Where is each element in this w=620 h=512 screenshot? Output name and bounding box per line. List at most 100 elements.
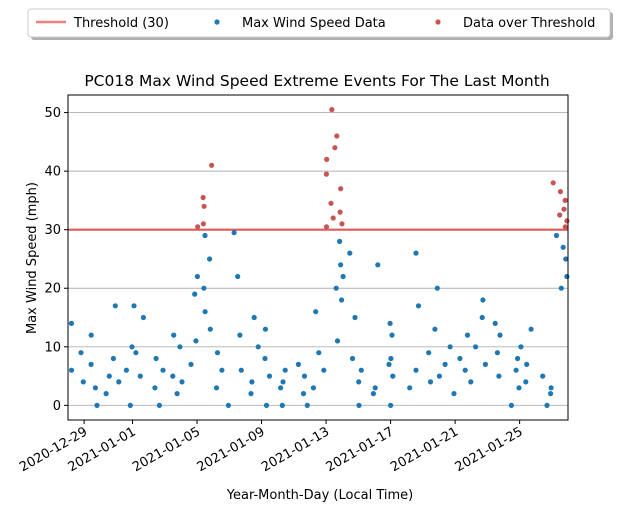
data-point-98 [451,391,457,397]
over-threshold-point-3 [200,221,206,227]
y-tick-label-0: 0 [53,399,61,414]
data-point-52 [263,402,270,408]
over-threshold-point-22 [562,224,568,230]
data-point-79 [375,262,381,268]
data-point-99 [468,379,474,385]
y-tick-label-4: 40 [44,165,61,180]
data-point-115 [528,326,534,332]
data-point-18 [137,373,143,379]
data-point-57 [280,379,286,385]
data-point-63 [316,350,322,356]
y-ticks: 0 10 20 30 40 50 [44,106,68,414]
data-point-112 [516,385,522,391]
data-point-66 [333,285,339,291]
over-threshold-point-19 [561,206,567,212]
data-point-40 [214,350,221,356]
data-point-5 [88,361,94,367]
data-point-39 [213,385,220,391]
data-point-28 [188,361,194,367]
data-point-6 [88,332,94,338]
over-threshold-point-17 [557,189,564,195]
data-point-2 [80,379,86,385]
data-point-0 [68,367,75,373]
data-point-46 [249,379,255,385]
data-point-59 [300,391,307,397]
over-threshold-point-14 [339,221,345,227]
data-point-110 [496,373,502,379]
data-point-74 [349,355,356,362]
over-threshold-point-9 [323,171,329,177]
data-point-7 [94,402,100,408]
x-tick-label-3: 2021-01-09 [195,424,268,475]
over-threshold-point-21 [564,218,570,224]
over-threshold-point-2 [201,203,207,209]
data-point-45 [238,367,244,373]
data-point-78 [370,391,376,397]
data-point-73 [347,250,353,256]
data-point-122 [548,391,554,397]
data-point-15 [129,344,135,350]
data-point-69 [339,297,345,303]
data-point-27 [171,332,177,338]
data-point-48 [248,391,254,397]
data-point-1 [68,320,74,326]
data-point-58 [301,373,308,379]
over-threshold-point-0 [209,162,215,168]
data-point-38 [219,367,225,373]
data-point-9 [112,303,118,309]
over-threshold-point-6 [334,133,340,139]
y-tick-label-5: 50 [44,106,61,121]
data-point-47 [255,344,261,350]
legend-data-label: Max Wind Speed Data [242,16,386,31]
legend-box [27,8,611,38]
data-point-10 [103,391,109,397]
data-point-93 [434,285,440,291]
data-point-19 [131,303,137,309]
data-point-44 [237,332,243,338]
data-point-68 [338,262,344,268]
x-axis-title: Year-Month-Day (Local Time) [226,488,413,503]
data-point-17 [133,350,139,356]
y-tick-label-3: 30 [44,223,61,238]
data-point-43 [231,230,237,236]
data-point-24 [170,373,176,379]
data-point-13 [123,367,129,373]
grid-layer [68,112,568,406]
over-threshold-point-4 [195,224,201,230]
data-point-117 [523,379,529,385]
x-ticks: 2020-12-292021-01-012021-01-052021-01-09… [17,420,526,475]
over-threshold-point-11 [328,200,334,206]
data-point-60 [295,361,301,367]
data-point-14 [127,402,133,408]
data-point-33 [207,256,213,262]
x-tick-label-2: 2021-01-05 [130,424,203,475]
data-point-123 [564,273,570,280]
data-point-62 [321,367,327,373]
data-point-56 [279,402,285,408]
data-point-126 [563,256,569,262]
data-point-125 [553,232,560,239]
data-point-75 [356,379,362,385]
data-point-82 [372,385,378,391]
data-point-34 [202,232,208,239]
legend-data-swatch [214,19,220,25]
data-point-127 [558,285,564,291]
data-point-101 [464,332,471,338]
data-point-20 [152,385,158,391]
data-point-50 [266,373,273,379]
plot-frame [67,94,569,421]
data-point-103 [473,344,479,350]
data-point-88 [413,367,419,373]
data-point-36 [207,326,213,332]
data-point-67 [337,238,343,244]
x-tick-label-5: 2021-01-17 [324,424,397,475]
data-point-114 [508,402,514,408]
data-point-109 [494,350,500,356]
over-threshold-point-7 [332,145,338,151]
data-point-92 [427,379,434,385]
data-point-106 [482,361,488,367]
data-point-94 [432,326,438,332]
data-point-61 [304,402,310,408]
data-point-80 [387,320,393,326]
data-point-95 [442,361,448,367]
